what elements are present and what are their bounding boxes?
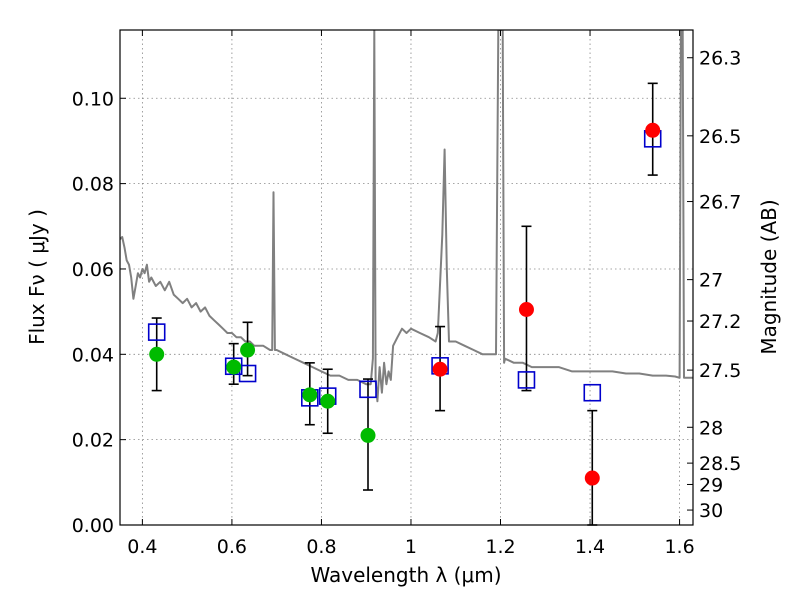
y2-tick-label: 27.5 (699, 360, 741, 382)
y-tick-label: 0.10 (72, 88, 114, 110)
y2-tick-label: 29 (699, 474, 723, 496)
x-tick-label: 1.4 (575, 536, 605, 558)
y2-tick-label: 28 (699, 417, 723, 439)
x-tick-label: 1.2 (485, 536, 515, 558)
data-points (147, 122, 662, 486)
model-photometry-square (517, 371, 536, 389)
y2-tick-label: 30 (699, 500, 723, 522)
y2-tick-label: 28.5 (699, 453, 741, 475)
y2-axis-label: Magnitude (AB) (757, 199, 781, 354)
x-tick-label: 0.4 (127, 536, 157, 558)
plot-frame (119, 29, 694, 526)
red-data-point (432, 361, 448, 377)
model-photometry-square (238, 364, 257, 383)
y-tick-label: 0.06 (72, 259, 114, 281)
green-data-point (149, 346, 165, 362)
model-spectrum-line (120, 30, 693, 403)
y-tick-label: 0.08 (72, 174, 114, 196)
red-data-point (518, 302, 534, 318)
model-photometry-square (147, 323, 166, 341)
grid (120, 30, 693, 526)
x-tick-label: 0.8 (306, 536, 336, 558)
tick-labels: 0.4 0.6 0.8 1 1.2 1.4 1.6 0.00 0.02 0.04 0.06 0.08 0… (72, 48, 742, 558)
green-data-point (240, 342, 256, 358)
green-data-point (302, 387, 318, 403)
x-axis-label: Wavelength λ (μm) (310, 563, 501, 587)
green-data-point (320, 393, 336, 409)
x-tick-label: 0.6 (217, 536, 247, 558)
y-axis-label: Flux Fν ( μJy ) (25, 209, 49, 345)
axis-ticks (120, 30, 693, 526)
model-photometry-square (583, 383, 602, 402)
y2-tick-label: 26.7 (699, 192, 741, 214)
red-data-point (645, 122, 661, 138)
y2-tick-label: 26.5 (699, 126, 741, 148)
y-tick-label: 0.00 (72, 515, 114, 537)
y2-tick-label: 26.3 (699, 48, 741, 70)
green-data-point (360, 427, 376, 443)
red-data-point (584, 470, 600, 486)
x-tick-label: 1 (405, 536, 417, 558)
y2-tick-label: 27.2 (699, 311, 741, 333)
y-tick-label: 0.02 (72, 430, 114, 452)
model-spectrum (120, 30, 693, 403)
y-tick-label: 0.04 (72, 344, 114, 366)
green-data-point (226, 359, 242, 375)
y2-tick-label: 27 (699, 270, 723, 292)
x-tick-label: 1.6 (664, 536, 694, 558)
model-photometry-square (359, 380, 377, 399)
